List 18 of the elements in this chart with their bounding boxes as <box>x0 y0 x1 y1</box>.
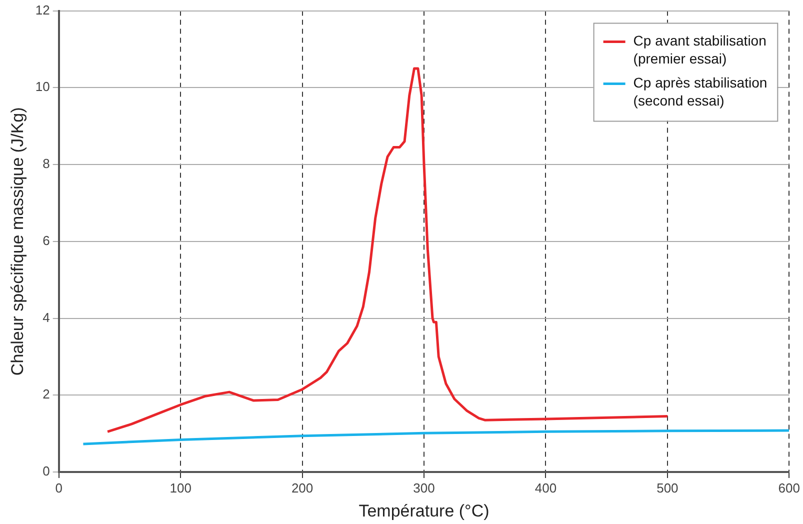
x-tick-label: 0 <box>55 480 62 496</box>
y-tick-label: 10 <box>35 79 50 94</box>
x-tick-label: 500 <box>656 480 678 496</box>
x-tick-label: 600 <box>778 480 800 496</box>
x-tick-label: 200 <box>291 480 314 496</box>
y-tick-label: 4 <box>42 310 50 325</box>
y-axis-title: Chaleur spécifique massique (J/Kg) <box>8 107 27 376</box>
y-tick-label: 6 <box>42 232 50 248</box>
y-tick-label: 0 <box>42 464 50 479</box>
x-tick-label: 100 <box>170 480 192 496</box>
x-tick-label: 400 <box>534 480 557 496</box>
x-tick-label: 300 <box>413 480 435 496</box>
x-axis-title: Température (°C) <box>358 501 490 520</box>
y-tick-label: 8 <box>42 156 50 172</box>
y-tick-label: 12 <box>35 2 50 18</box>
legend-label: Cp après stabilisation (second essai) <box>633 74 768 109</box>
legend-label: Cp avant stabilisation (premier essai) <box>633 32 766 67</box>
y-tick-label: 2 <box>42 386 50 402</box>
